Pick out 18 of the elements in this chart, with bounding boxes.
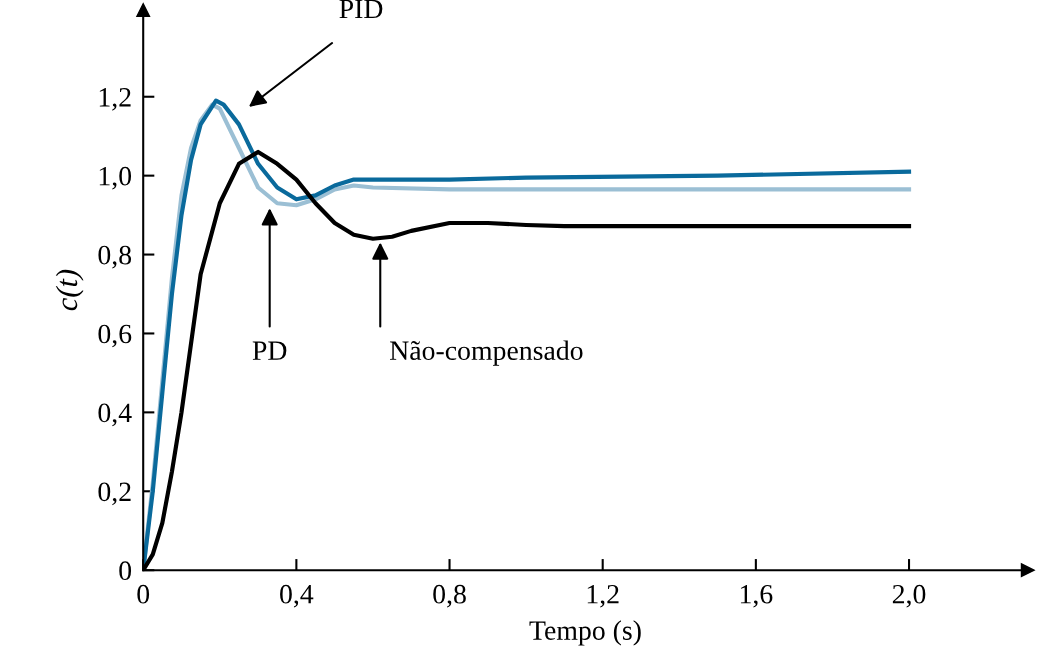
y-tick-label: 1,2 [99,87,131,111]
x-tick-label: 0 [137,584,150,604]
x-tick-label: 0,4 [280,584,314,608]
x-tick-label: 0,8 [433,584,466,608]
annotation: Não-compensado [390,340,583,366]
x-tick-label: 2,0 [892,584,926,608]
annotation: PD [252,341,287,360]
y-tick-label: 1,0 [99,166,132,190]
x-tick-label: 1,2 [587,584,619,608]
x-tick-label: 1,6 [740,584,773,608]
y-tick-label: 0,8 [98,245,132,269]
y-tick-label: 0 [119,561,132,581]
annotation: PID [339,0,383,19]
y-tick-label: 0,4 [98,403,132,427]
y-axis-title: c(t) [55,269,84,311]
y-tick-label: 0,2 [98,482,131,506]
y-tick-label: 0,6 [98,324,132,348]
x-axis-title: Tempo (s) [529,620,641,646]
